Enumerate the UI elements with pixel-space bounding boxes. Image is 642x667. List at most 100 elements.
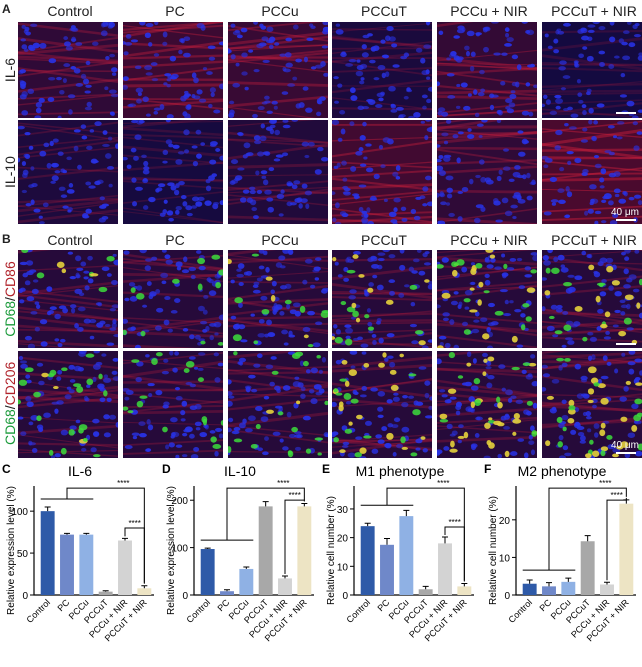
error-bar: [384, 538, 390, 544]
panel-letter: F: [484, 462, 491, 476]
panel-a-header-col-1: PC: [123, 3, 227, 19]
panel-b-image: [123, 250, 223, 348]
error-bar: [243, 567, 249, 569]
significance-label: ****: [128, 519, 140, 528]
scale-bar: [616, 219, 636, 221]
error-bar: [403, 510, 409, 516]
error-bar: [442, 537, 448, 543]
significance-label: ****: [117, 479, 129, 488]
significance-label: ****: [437, 479, 449, 488]
bar: [523, 584, 537, 595]
bar: [619, 504, 633, 595]
error-bar: [604, 582, 610, 584]
panel-a-header-col-3: PCCuT: [332, 3, 436, 19]
panel-letter: D: [162, 462, 171, 476]
panel-b-image: [437, 250, 537, 348]
significance-label: ****: [277, 479, 289, 488]
panel-a-header-col-2: PCCu: [228, 3, 332, 19]
error-bar: [301, 504, 307, 507]
significance-label: ****: [448, 518, 460, 527]
bar: [600, 584, 614, 595]
x-tick-label: Control: [344, 597, 372, 625]
panel-a-header-col-5: PCCuT + NIR: [542, 3, 642, 19]
panel-a-row-label-1: IL-10: [2, 152, 18, 192]
error-bar: [546, 583, 552, 587]
chart-title: IL-10: [224, 463, 256, 479]
error-bar: [64, 533, 70, 534]
error-bar: [527, 580, 533, 584]
y-tick-label: 100: [171, 544, 188, 555]
panel-b-image: [228, 351, 328, 458]
y-tick-label: 50: [17, 549, 29, 560]
scale-bar: [616, 343, 636, 345]
error-bar: [565, 578, 571, 582]
panel-a-image: [123, 120, 223, 224]
chart-title: IL-6: [68, 463, 92, 479]
panel-a-image: [542, 22, 642, 118]
panel-b-image: [332, 250, 432, 348]
bar: [278, 578, 292, 595]
scale-bar: [616, 112, 636, 114]
bar: [118, 541, 132, 596]
bar: [79, 535, 93, 595]
panel-b-image: [228, 250, 328, 348]
bar: [542, 586, 556, 595]
error-bar: [83, 533, 89, 534]
panel-a-image: [228, 22, 328, 118]
panel-b-image: [437, 351, 537, 458]
panel-a-image: [228, 120, 328, 224]
y-tick-label: 0: [504, 591, 510, 602]
panel-a-image: [18, 22, 118, 118]
x-tick-label: Control: [24, 597, 52, 625]
bar: [419, 589, 433, 595]
panel-letter-b: B: [2, 232, 11, 246]
chart-title: M1 phenotype: [356, 463, 445, 479]
panel-b-image: [542, 250, 642, 348]
panel-b-row-label-1: CD68/CD206: [2, 365, 18, 445]
panel-b-header-col-3: PCCuT: [332, 232, 436, 248]
bar: [99, 592, 113, 595]
error-bar: [365, 523, 371, 526]
panel-b-header-col-2: PCCu: [228, 232, 332, 248]
panel-b-header-col-5: PCCuT + NIR: [542, 232, 642, 248]
significance-label: ****: [288, 491, 300, 500]
panel-a-image: [18, 120, 118, 224]
significance-label: ****: [610, 491, 622, 500]
bar: [457, 586, 471, 595]
y-tick-label: 200: [171, 496, 188, 507]
bar: [297, 506, 311, 595]
error-bar: [205, 548, 211, 549]
axes: [516, 486, 636, 595]
error-bar: [282, 576, 288, 578]
x-tick-label: Control: [506, 597, 534, 625]
error-bar: [224, 590, 230, 591]
bar: [239, 569, 253, 595]
bar: [561, 582, 575, 595]
panel-letter: C: [2, 462, 11, 476]
y-axis-label: Relative cell number (%): [488, 496, 499, 605]
x-tick-label: Control: [184, 597, 212, 625]
y-tick-label: 20: [499, 516, 511, 527]
panel-a-image: [332, 120, 432, 224]
bar: [60, 535, 74, 595]
bar: [220, 591, 234, 595]
chart-title: M2 phenotype: [518, 463, 607, 479]
panel-a-image: [332, 22, 432, 118]
y-tick-label: 0: [182, 591, 188, 602]
bar: [201, 549, 215, 595]
panel-a-image: [437, 22, 537, 118]
y-tick-label: 20: [337, 534, 349, 545]
bar: [41, 511, 55, 595]
error-bar: [461, 584, 467, 587]
panel-b-image: [123, 351, 223, 458]
y-tick-label: 30: [337, 505, 349, 516]
bar: [438, 543, 452, 595]
y-tick-label: 0: [342, 591, 348, 602]
panel-a-image: [437, 120, 537, 224]
bar: [259, 506, 273, 595]
error-bar: [141, 586, 147, 589]
